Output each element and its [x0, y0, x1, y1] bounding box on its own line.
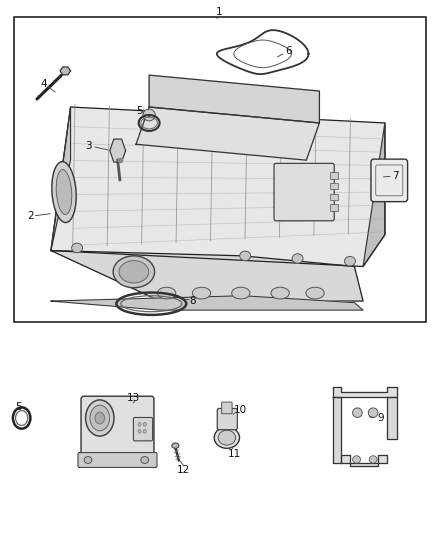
Ellipse shape [345, 256, 356, 266]
Ellipse shape [119, 261, 149, 283]
FancyBboxPatch shape [81, 396, 154, 461]
Ellipse shape [353, 408, 362, 417]
Ellipse shape [271, 287, 289, 299]
FancyBboxPatch shape [222, 402, 232, 414]
Ellipse shape [72, 243, 82, 253]
Ellipse shape [369, 456, 377, 463]
Polygon shape [332, 387, 397, 397]
Ellipse shape [95, 412, 105, 424]
Polygon shape [332, 397, 341, 463]
Polygon shape [387, 397, 397, 439]
Text: 4: 4 [40, 79, 47, 89]
Bar [330, 172, 338, 179]
Ellipse shape [240, 251, 251, 261]
Text: 3: 3 [85, 141, 92, 151]
Text: 8: 8 [190, 296, 196, 306]
Ellipse shape [143, 423, 146, 426]
Ellipse shape [84, 457, 92, 464]
FancyBboxPatch shape [217, 408, 237, 430]
Text: 5: 5 [15, 402, 21, 412]
Ellipse shape [141, 457, 149, 464]
Ellipse shape [143, 109, 155, 121]
Text: 11: 11 [228, 449, 241, 458]
Ellipse shape [292, 254, 303, 263]
Polygon shape [51, 107, 71, 251]
Ellipse shape [138, 430, 141, 433]
Ellipse shape [138, 423, 141, 426]
FancyBboxPatch shape [134, 417, 152, 441]
Text: 1: 1 [215, 7, 223, 18]
Polygon shape [60, 67, 71, 75]
Text: 12: 12 [177, 465, 190, 474]
Polygon shape [341, 455, 387, 466]
Ellipse shape [306, 287, 324, 299]
Text: 2: 2 [27, 211, 34, 221]
Ellipse shape [90, 405, 110, 431]
FancyBboxPatch shape [78, 453, 157, 467]
Polygon shape [51, 107, 385, 266]
Polygon shape [110, 139, 126, 162]
FancyBboxPatch shape [274, 164, 334, 221]
Text: 9: 9 [377, 413, 384, 423]
Bar [330, 193, 338, 200]
Ellipse shape [232, 287, 250, 299]
Bar [14, 17, 426, 322]
Polygon shape [51, 251, 363, 301]
Ellipse shape [368, 408, 378, 417]
Text: 5: 5 [136, 106, 143, 116]
Ellipse shape [157, 287, 176, 299]
Ellipse shape [85, 400, 114, 436]
Polygon shape [363, 123, 385, 266]
Ellipse shape [52, 161, 76, 223]
Ellipse shape [172, 443, 179, 448]
Ellipse shape [353, 456, 360, 463]
Ellipse shape [218, 430, 236, 445]
Ellipse shape [143, 430, 146, 433]
Bar [330, 183, 338, 189]
Polygon shape [149, 75, 319, 123]
Ellipse shape [56, 169, 72, 215]
Text: 7: 7 [392, 171, 399, 181]
Ellipse shape [113, 256, 155, 288]
Polygon shape [136, 107, 319, 160]
Text: 10: 10 [233, 405, 247, 415]
Text: 6: 6 [286, 46, 292, 56]
Polygon shape [51, 296, 363, 310]
Text: 13: 13 [127, 393, 141, 403]
Bar [330, 204, 338, 211]
FancyBboxPatch shape [371, 159, 408, 201]
Ellipse shape [192, 287, 211, 299]
Ellipse shape [214, 427, 240, 448]
